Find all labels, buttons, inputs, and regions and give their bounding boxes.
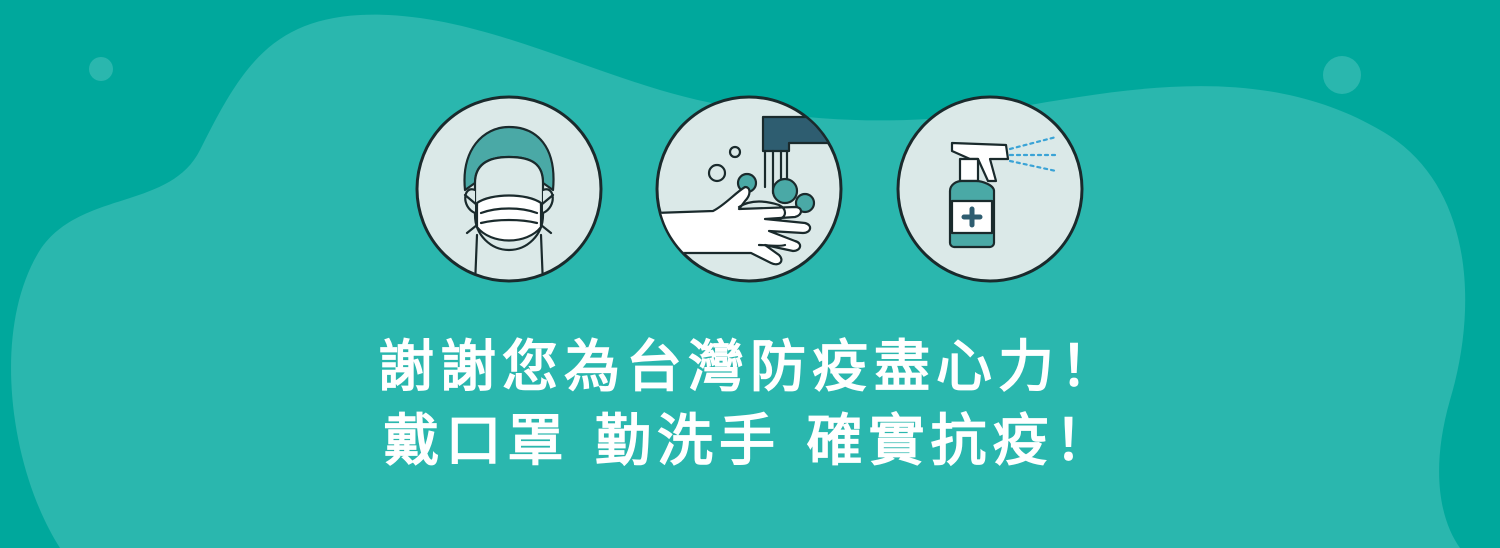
decor-dot: [1350, 132, 1374, 156]
slogan-line-2: 戴口罩 勤洗手 確實抗疫！: [383, 409, 1117, 474]
hand-washing-icon: [655, 95, 843, 283]
decor-dot: [89, 57, 113, 81]
sanitizer-spray-icon: [896, 95, 1084, 283]
face-mask-icon: [415, 95, 603, 283]
decor-dot: [1323, 56, 1361, 94]
slogan-line-1: 謝謝您為台灣防疫盡心力！: [378, 335, 1122, 400]
